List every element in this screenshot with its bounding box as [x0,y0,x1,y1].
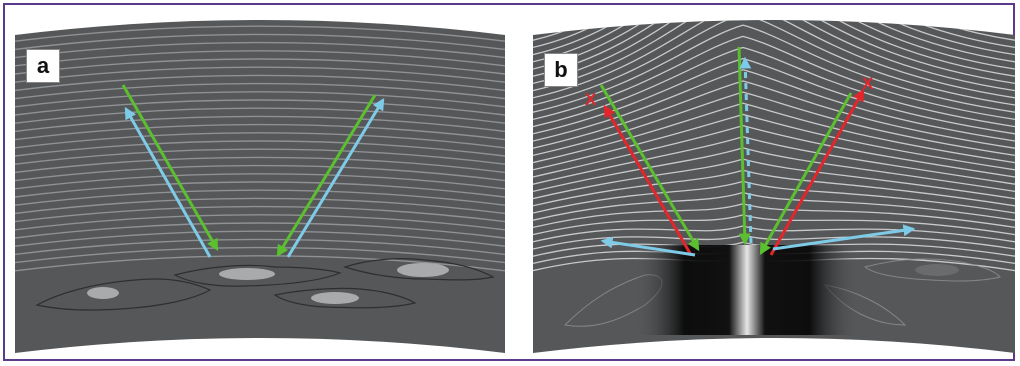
nucleus-faint [915,264,959,276]
panel-a [15,20,505,353]
fiber-line [15,214,505,231]
arrow-incident-icon [276,94,377,258]
fiber-line [533,102,1015,164]
figure-frame: X X a b [3,3,1015,361]
fiber-line [15,58,505,75]
fiber-line [15,164,505,182]
panel-b: X X [533,20,1015,353]
nucleus-3 [397,263,449,277]
fiber-line [15,132,505,149]
cross-icon: X [862,74,874,93]
panel-label-a-text: a [36,53,50,78]
fiber-line [15,189,505,206]
arrow-scatter-icon [772,224,916,251]
fiber-line [15,197,505,215]
fiber-line [533,124,1015,178]
nucleus-2 [219,268,275,280]
cell-1 [35,278,212,311]
cell-faint-2 [863,258,1001,282]
arrow-incident-icon [599,84,700,252]
fiber-line [15,66,505,83]
panel-label-b: b [544,53,578,87]
fiber-line [15,148,505,165]
arrow-scatter-icon [600,236,696,257]
arrows-b [599,46,916,257]
nucleus-1 [87,287,119,299]
fiber-line [533,20,1015,85]
fiber-line [15,205,505,223]
figure-canvas: X X [15,20,1015,353]
fiber-line [15,91,505,108]
fiber-line [15,173,505,190]
fiber-line [15,123,505,141]
fiber-line [533,20,1015,92]
fiber-line [15,25,505,42]
fiber-line [533,20,1015,99]
fiber-line [15,33,505,51]
fiber-line [533,24,1015,113]
fiber-line [15,238,505,256]
cross-icon: X [585,90,597,109]
arrow-incident-icon [737,46,751,246]
tissue-background-a [15,20,505,353]
fiber-line [15,41,505,59]
fiber-line [15,115,505,133]
cell-3 [343,258,495,281]
cell-4 [273,287,417,309]
fiber-line [15,255,505,272]
fiber-line [15,50,505,67]
nucleus-4 [311,292,359,304]
panel-label-b-text: b [554,57,568,82]
fiber-line [15,156,505,174]
needle-shadow [635,245,859,335]
fiber-line [15,82,505,100]
arrow-scatter-icon [124,106,212,258]
arrows-a [121,84,385,258]
fiber-line [15,99,505,116]
arrow-scatter-icon [286,97,385,258]
arrow-incident-icon [121,84,219,252]
fiber-line [15,181,505,198]
fiber-line [533,20,1015,106]
fiber-line [15,230,505,247]
arrow-blocked-icon [769,88,865,256]
arrow-blocked-icon [603,104,693,256]
cells-a [35,258,495,311]
fiber-line [533,46,1015,128]
fiber-line [533,69,1015,142]
fiber-line [15,74,505,92]
fiber-line [15,140,505,157]
panel-label-a: a [26,49,60,83]
fiber-line [533,80,1015,149]
fiber-line [533,20,1015,77]
fiber-lines-a [15,20,505,272]
fiber-line [15,107,505,124]
fiber-line [15,222,505,239]
fiber-line [533,35,1015,121]
fiber-line [15,246,505,264]
arrow-scatter-dashed [739,56,753,244]
cell-2 [173,264,342,287]
fiber-line [533,20,1015,70]
arrow-incident-icon [759,92,853,256]
